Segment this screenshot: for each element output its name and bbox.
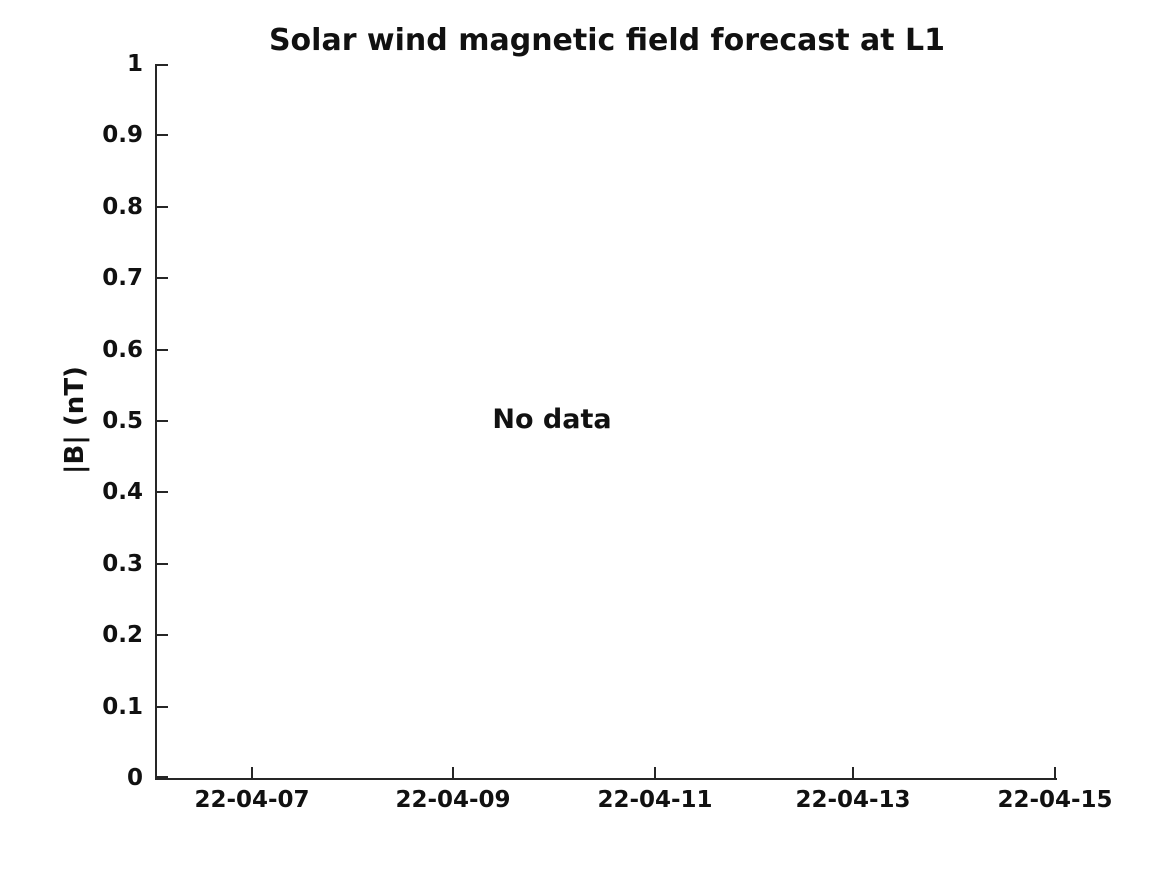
y-tick-label: 1 [126,51,143,77]
y-tick-label: 0 [126,765,143,791]
y-tick-label: 0.5 [102,408,143,434]
y-tick-mark [157,563,168,565]
chart-title: Solar wind magnetic field forecast at L1 [268,23,946,58]
y-tick-mark [157,634,168,636]
y-tick-label: 0.3 [102,551,143,577]
y-tick-mark [157,491,168,493]
x-tick-mark [452,767,454,778]
plot-area [155,64,1057,780]
x-tick-label: 22-04-13 [795,787,911,813]
y-tick-label: 0.2 [102,622,143,648]
no-data-label: No data [492,404,612,435]
y-tick-mark [157,420,168,422]
y-tick-label: 0.9 [102,122,143,148]
y-tick-mark [157,349,168,351]
x-tick-label: 22-04-09 [395,787,511,813]
y-tick-mark [157,206,168,208]
x-tick-label: 22-04-15 [997,787,1113,813]
x-tick-label: 22-04-11 [597,787,713,813]
x-tick-label: 22-04-07 [194,787,310,813]
x-tick-mark [1054,767,1056,778]
y-tick-mark [157,776,168,778]
y-tick-mark [157,706,168,708]
y-tick-label: 0.1 [102,694,143,720]
y-tick-label: 0.7 [102,265,143,291]
x-tick-mark [852,767,854,778]
x-tick-mark [654,767,656,778]
y-tick-label: 0.4 [102,479,143,505]
y-tick-mark [157,64,168,66]
y-tick-mark [157,277,168,279]
y-tick-label: 0.6 [102,337,143,363]
y-tick-label: 0.8 [102,194,143,220]
y-tick-mark [157,134,168,136]
x-tick-mark [251,767,253,778]
